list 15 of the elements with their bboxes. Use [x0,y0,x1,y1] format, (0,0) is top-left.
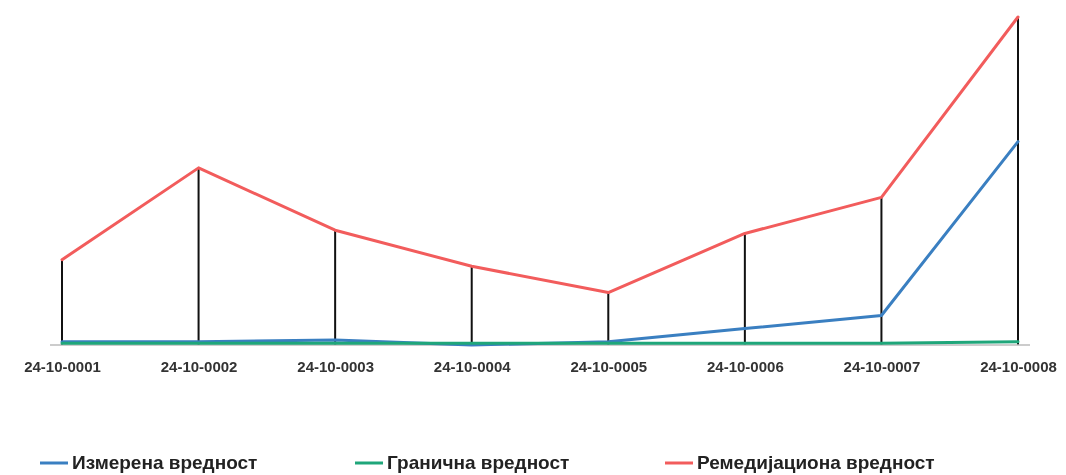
x-tick-label: 24-10-0007 [843,357,921,375]
x-tick-label: 24-10-0005 [570,357,648,375]
x-tick-label: 24-10-0006 [706,357,784,375]
x-tick-label: 24-10-0004 [433,357,512,375]
legend-label: Измерена вредност [72,452,258,473]
bar [470,266,473,345]
legend-label: Гранична вредност [387,452,570,473]
bar [743,233,746,345]
x-tick-label: 24-10-0001 [24,357,101,375]
bar [880,197,883,345]
bar [1017,17,1019,345]
x-tick-label: 24-10-0002 [160,357,238,375]
x-tick-label: 24-10-0008 [980,357,1057,375]
x-tick-label: 24-10-0003 [297,357,375,375]
legend-label: Ремедијациона вредност [697,452,935,473]
